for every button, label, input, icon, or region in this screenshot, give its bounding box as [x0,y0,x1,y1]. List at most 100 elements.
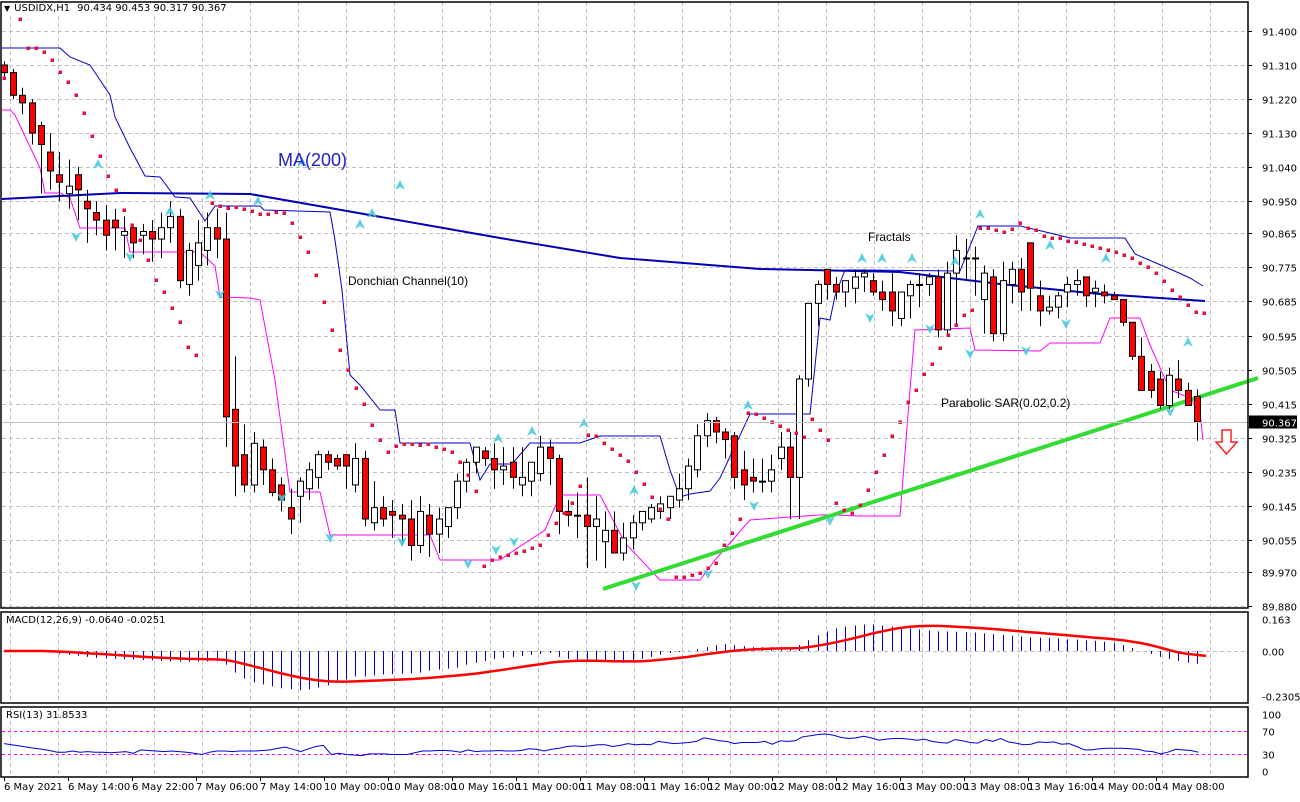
candle[interactable] [251,431,258,493]
candle[interactable] [1101,284,1108,304]
candle[interactable] [870,273,877,296]
candle[interactable] [56,152,63,202]
candle[interactable] [1194,389,1201,441]
candle[interactable] [130,223,137,258]
candle[interactable] [315,450,322,489]
candle[interactable] [297,477,304,523]
candle[interactable] [1027,242,1034,311]
candle[interactable] [944,261,951,334]
candle[interactable] [805,302,812,387]
candle[interactable] [1018,257,1025,311]
candle[interactable] [214,208,221,258]
candle[interactable] [1037,280,1044,327]
candle[interactable] [519,447,526,497]
candle[interactable] [1129,321,1136,361]
candle[interactable] [47,133,54,190]
candle[interactable] [417,496,424,554]
candle[interactable] [1185,382,1192,407]
candle[interactable] [935,269,942,338]
candle[interactable] [343,454,350,489]
candle[interactable] [1111,292,1118,301]
candle[interactable] [750,458,757,493]
macd-panel[interactable] [4,624,1207,691]
candle[interactable] [815,280,822,327]
candle[interactable] [685,458,692,501]
candle[interactable] [990,269,997,342]
candle[interactable] [833,276,840,300]
candle[interactable] [158,212,165,258]
candle[interactable] [620,522,627,561]
candle[interactable] [1074,269,1081,296]
candle[interactable] [1157,371,1164,410]
candle[interactable] [574,492,581,538]
candle[interactable] [1148,363,1155,398]
candle[interactable] [232,356,239,497]
candle[interactable] [1055,292,1062,319]
main-price-panel[interactable] [1,17,1259,592]
candle[interactable] [704,413,711,448]
candle[interactable] [19,87,26,115]
candle[interactable] [593,496,600,561]
candle[interactable] [371,481,378,531]
candle[interactable] [352,443,359,493]
candle[interactable] [759,458,766,493]
candle[interactable] [389,500,396,538]
candle[interactable] [676,473,683,508]
candle[interactable] [611,511,618,554]
candle[interactable] [1175,360,1182,398]
candle[interactable] [112,208,119,251]
candle[interactable] [473,446,480,474]
candle[interactable] [842,280,849,308]
candle[interactable] [824,268,831,300]
candle[interactable] [241,424,248,493]
candle[interactable] [741,450,748,501]
candle[interactable] [778,431,785,470]
candle[interactable] [204,212,211,266]
candle[interactable] [362,450,369,527]
candle[interactable] [325,450,332,470]
candle[interactable] [103,205,110,251]
candle[interactable] [796,375,803,519]
candle[interactable] [722,428,729,459]
candle[interactable] [1009,261,1016,304]
candle[interactable] [1,61,8,77]
candle[interactable] [269,458,276,497]
candle[interactable] [861,269,868,293]
candle[interactable] [454,473,461,519]
candle[interactable] [584,477,591,569]
support-trendline[interactable] [602,376,1259,591]
candle[interactable] [1064,276,1071,308]
chart-header[interactable]: ▼ USDIDX,H1 90.434 90.453 90.317 90.367 [4,3,227,14]
candle[interactable] [500,447,507,485]
candle[interactable] [879,280,886,311]
candle[interactable] [380,496,387,527]
candle[interactable] [1046,295,1053,315]
candle[interactable] [648,503,655,523]
candle[interactable] [140,223,147,255]
candle[interactable] [667,495,674,519]
time-axis[interactable]: 6 May 2021 6 May 14:00 6 May 22:00 7 May 06… [4,777,1225,793]
candle[interactable] [639,510,646,531]
candle[interactable] [186,242,193,296]
candle[interactable] [556,454,563,535]
candle[interactable] [408,500,415,561]
candle[interactable] [953,235,960,327]
candle[interactable] [602,511,609,569]
rsi-panel[interactable] [2,731,1248,757]
candle[interactable] [445,507,452,538]
candle[interactable] [223,212,230,448]
candle[interactable] [898,291,905,327]
candle[interactable] [787,431,794,519]
candle[interactable] [84,189,91,243]
candle[interactable] [510,447,517,489]
candle[interactable] [436,507,443,554]
candle[interactable] [907,280,914,319]
triangle-down-icon[interactable]: ▼ [4,4,11,13]
candle[interactable] [288,488,295,535]
candle[interactable] [916,273,923,308]
candle[interactable] [694,424,701,478]
candle[interactable] [399,503,406,546]
candle[interactable] [1083,276,1090,308]
